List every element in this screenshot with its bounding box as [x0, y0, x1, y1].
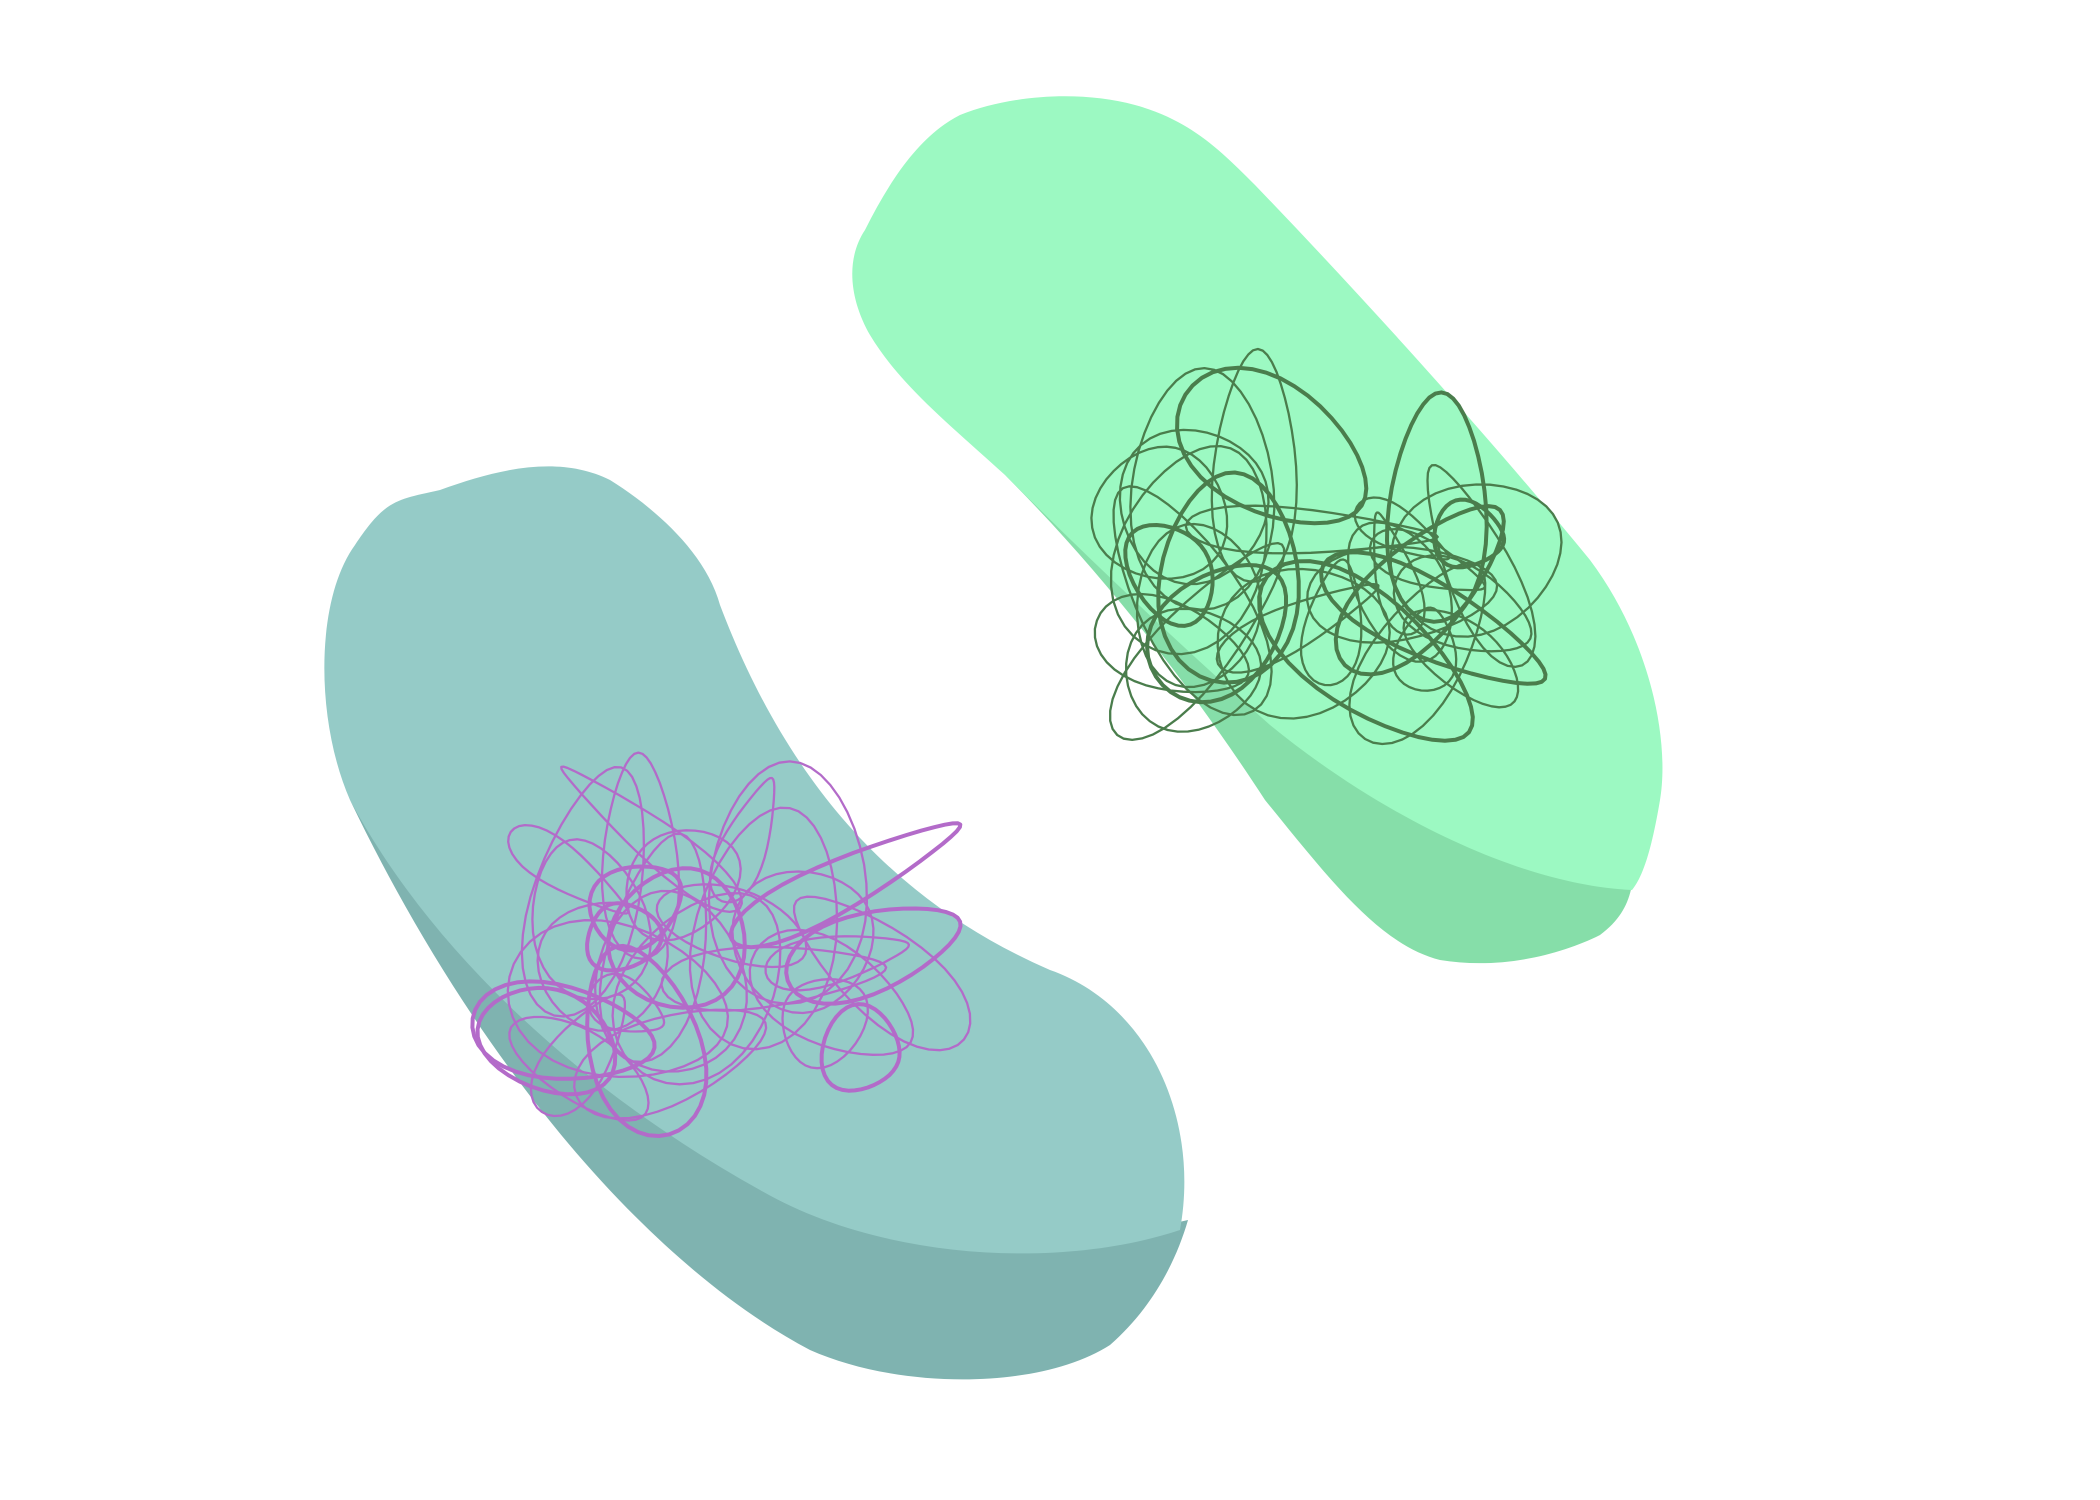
scribble-loop: [585, 943, 709, 1138]
scribble-loop: [475, 985, 618, 1097]
scribble-loop: [506, 919, 730, 1079]
scribble-loop: [1175, 365, 1369, 526]
scribble-loop: [560, 765, 743, 914]
scribble-loop: [507, 823, 630, 915]
scribble-loop: [625, 829, 742, 942]
teal-cell-top: [324, 466, 1185, 1254]
scribble-loop: [819, 1002, 902, 1093]
scribble-loop: [1385, 390, 1489, 624]
scribble-loop: [1216, 567, 1391, 720]
teal-cell-scribble: [470, 751, 972, 1138]
green-cell: [852, 96, 1663, 964]
scribble-loop: [748, 928, 915, 1056]
scribble-loop: [707, 760, 869, 1005]
scribble-loop: [1093, 592, 1251, 694]
scribble-loop: [585, 901, 664, 973]
scribble-loop: [688, 806, 839, 1051]
scribble-loop: [792, 895, 972, 1052]
scribble-loop: [1347, 521, 1453, 663]
scribble-loop: [470, 979, 657, 1081]
scribble-loop: [1109, 541, 1286, 742]
scribble-loop: [1123, 523, 1215, 628]
scribble-loop: [764, 935, 911, 992]
scribble-loop: [1389, 483, 1563, 638]
scribble-loop: [1125, 607, 1263, 733]
scribble-loop: [520, 766, 646, 1018]
scribble-loop: [529, 993, 627, 1118]
scribble-loop: [1299, 558, 1363, 687]
scribble-loop: [1333, 504, 1506, 677]
scribble-loop: [598, 832, 708, 1064]
scribble-loop: [1306, 545, 1499, 644]
scribble-loop: [1426, 463, 1537, 669]
teal-cell-side: [350, 800, 1188, 1380]
scribble-loop: [708, 776, 776, 904]
green-cell-side: [1005, 475, 1632, 964]
scribble-loop: [1402, 608, 1520, 709]
scribble-loop: [1392, 554, 1533, 653]
scribble-loop: [1210, 347, 1298, 584]
teal-cell: [324, 466, 1188, 1380]
scribble-loop: [1109, 444, 1268, 656]
scribble-loop: [1118, 428, 1270, 586]
scribble-loop: [784, 906, 963, 1006]
scribble-loop: [508, 1015, 650, 1122]
scribble-loop: [1145, 563, 1288, 705]
scribble-loop: [1257, 559, 1475, 743]
scribble-loop: [731, 870, 875, 1015]
scribble-loop: [655, 883, 808, 969]
scribble-loop: [1090, 445, 1229, 580]
scribble-loop: [611, 892, 782, 1086]
scribble-loop: [1353, 496, 1451, 561]
green-cell-scribble: [1090, 347, 1563, 746]
scribble-loop: [1432, 497, 1507, 570]
scribble-loop: [1112, 485, 1273, 717]
